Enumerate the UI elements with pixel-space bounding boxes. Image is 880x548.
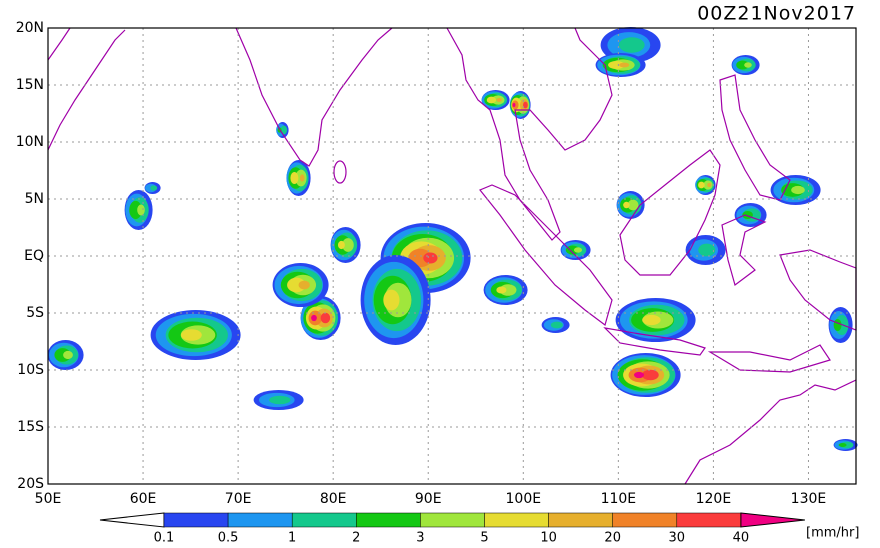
colorbar-box xyxy=(484,512,549,528)
rain-cell xyxy=(337,240,345,250)
colorbar-label: 1 xyxy=(288,531,296,545)
colorbar-under xyxy=(99,512,165,528)
colorbar-label: 40 xyxy=(733,531,750,545)
rain-cell xyxy=(608,61,625,69)
colorbar-box xyxy=(548,512,613,528)
rain-cell xyxy=(269,395,291,405)
coastline-borneo xyxy=(619,149,721,276)
colorbar: 0.1 0.5 1 2 3 5 10 20 30 40 xyxy=(99,512,805,546)
colorbar-box xyxy=(163,512,229,528)
coastline-indochina-malaya xyxy=(446,27,613,241)
coastline-india xyxy=(235,27,393,167)
map-title: 00Z21Nov2017 xyxy=(697,3,856,25)
colorbar-box xyxy=(676,512,742,528)
rain-cell xyxy=(150,185,158,191)
colorbar-label: 10 xyxy=(540,531,557,545)
lon-label: 90E xyxy=(415,491,442,507)
rain-cell xyxy=(642,314,661,326)
rain-cell xyxy=(550,321,563,329)
rain-cell xyxy=(311,314,317,322)
rain-cell xyxy=(573,247,583,253)
rain-cell xyxy=(634,371,644,379)
lat-label: 15S xyxy=(17,419,44,435)
rain-cell xyxy=(838,443,847,447)
lat-label: 15N xyxy=(16,77,44,93)
lon-label: 60E xyxy=(130,491,157,507)
rain-cell xyxy=(496,286,507,294)
rain-cell xyxy=(320,312,331,324)
rain-cell xyxy=(383,289,400,311)
rain-cell xyxy=(744,62,752,68)
lon-label: 130E xyxy=(791,491,827,507)
rain-cell xyxy=(298,280,310,290)
coastline-australia xyxy=(684,379,857,485)
lon-label: 80E xyxy=(320,491,347,507)
rain-cell xyxy=(137,204,145,216)
lon-label: 110E xyxy=(601,491,637,507)
lat-label: 10N xyxy=(16,134,44,150)
coastline-arabia-africa xyxy=(47,27,126,151)
rain-cell xyxy=(736,60,749,70)
lon-label: 100E xyxy=(506,491,542,507)
rain-cell xyxy=(423,252,438,264)
colorbar-label: 5 xyxy=(480,531,488,545)
rain-cell xyxy=(833,319,842,331)
rain-cell xyxy=(523,101,528,109)
lat-label: 20S xyxy=(17,476,44,492)
rain-cell xyxy=(512,103,516,107)
rain-cell xyxy=(642,369,659,381)
coastline-java xyxy=(603,327,706,356)
colorbar-over xyxy=(740,512,805,528)
rain-cell xyxy=(290,172,299,184)
lon-label: 70E xyxy=(225,491,252,507)
colorbar-label: 3 xyxy=(416,531,424,545)
rain-cell xyxy=(287,277,306,293)
graticule xyxy=(48,28,856,484)
rain-cell xyxy=(63,350,73,360)
lat-label: 5N xyxy=(25,191,44,207)
colorbar-label: 2 xyxy=(352,531,360,545)
colorbar-box xyxy=(291,512,357,528)
map-frame xyxy=(47,27,857,485)
coastline-sumatra xyxy=(479,184,613,327)
rain-cell xyxy=(618,37,645,53)
rain-cell xyxy=(496,98,503,102)
rain-cell xyxy=(342,238,354,252)
precipitation-field xyxy=(47,27,858,451)
colorbar-label: 30 xyxy=(669,531,686,545)
lat-label: 20N xyxy=(16,20,44,36)
rain-cell xyxy=(627,199,639,211)
colorbar-box xyxy=(420,512,485,528)
rain-cell xyxy=(791,185,805,195)
lat-label: 10S xyxy=(17,362,44,378)
lon-label: 50E xyxy=(35,491,62,507)
lon-label: 120E xyxy=(696,491,732,507)
colorbar-box xyxy=(227,512,293,528)
rain-cell xyxy=(698,181,705,189)
colorbar-unit: [mm/hr] xyxy=(806,526,859,541)
colorbar-box xyxy=(612,512,678,528)
rain-cell xyxy=(299,174,305,182)
rain-cell xyxy=(707,183,712,187)
colorbar-box xyxy=(356,512,421,528)
rain-cell xyxy=(619,62,630,68)
rain-cell xyxy=(181,329,202,341)
rain-cell xyxy=(129,200,142,220)
rain-cell xyxy=(486,96,497,104)
rain-cell xyxy=(698,243,716,257)
coastline-sulawesi xyxy=(721,214,767,287)
lat-label: EQ xyxy=(24,248,44,264)
colorbar-label: 0.1 xyxy=(154,531,175,545)
colorbar-label: 20 xyxy=(604,531,621,545)
lat-label: 5S xyxy=(26,305,44,321)
coastline-sri-lanka xyxy=(333,160,347,184)
colorbar-label: 0.5 xyxy=(218,531,239,545)
coastline-philippines xyxy=(719,74,791,201)
coastline-lesser-sundas xyxy=(707,344,831,373)
rain-cell xyxy=(623,201,630,209)
